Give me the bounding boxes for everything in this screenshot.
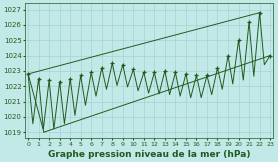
X-axis label: Graphe pression niveau de la mer (hPa): Graphe pression niveau de la mer (hPa) (48, 150, 250, 159)
